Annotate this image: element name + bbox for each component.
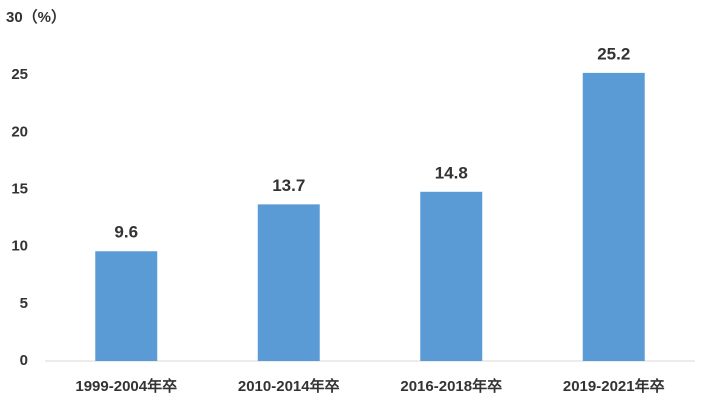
x-tick-label: 2019-2021年卒: [563, 377, 665, 395]
y-tick-label: 5: [20, 295, 28, 312]
data-label: 9.6: [114, 223, 138, 242]
data-label: 13.7: [272, 176, 305, 195]
data-label: 14.8: [435, 163, 468, 182]
bar: [420, 191, 483, 361]
bar: [582, 72, 645, 361]
y-tick-label: 30（%）: [6, 8, 66, 26]
y-tick-label: 10: [11, 238, 28, 255]
x-tick-label: 1999-2004年卒: [75, 377, 177, 395]
y-tick-label: 15: [11, 180, 28, 197]
x-tick-label: 2010-2014年卒: [238, 377, 340, 395]
y-tick-label: 20: [11, 123, 28, 140]
bar: [257, 204, 320, 361]
y-tick-label: 25: [11, 66, 28, 83]
x-tick-label: 2016-2018年卒: [400, 377, 502, 395]
y-tick-label: 0: [20, 352, 28, 369]
data-label: 25.2: [597, 44, 630, 63]
bar: [95, 251, 158, 361]
